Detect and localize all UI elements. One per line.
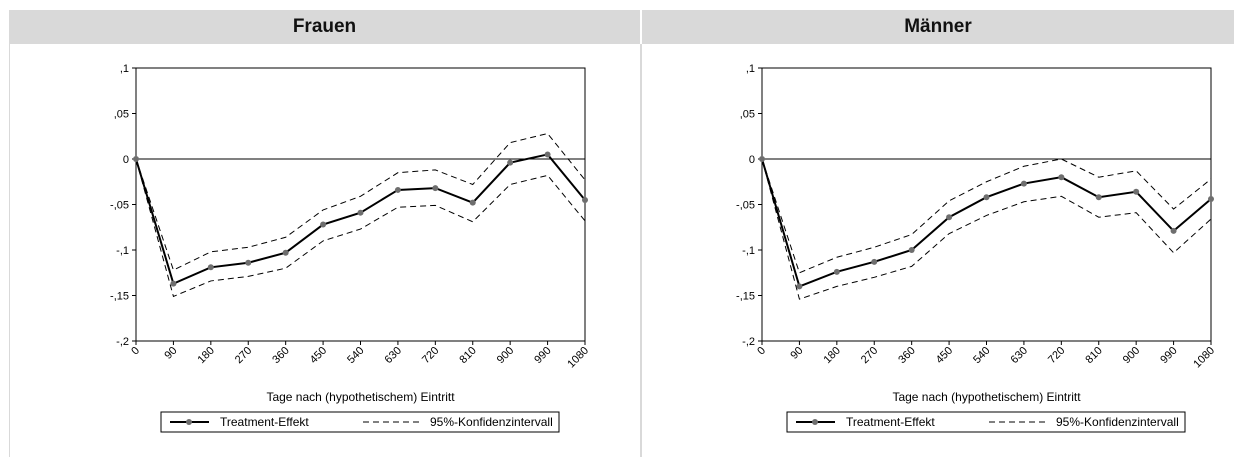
treatment-effect-point xyxy=(544,151,551,158)
x-tick-label: 810 xyxy=(1083,345,1104,366)
x-tick-label: 720 xyxy=(1046,345,1067,366)
x-tick-label: 270 xyxy=(859,345,880,366)
x-tick-label: 270 xyxy=(233,345,254,366)
legend-box xyxy=(786,411,1186,433)
treatment-effect-point xyxy=(759,156,765,162)
treatment-effect-point xyxy=(245,259,252,266)
ci-lower-line xyxy=(135,158,586,298)
treatment-effect-point xyxy=(282,249,289,256)
treatment-effect-point xyxy=(170,280,177,287)
ci-upper-line xyxy=(761,158,1212,274)
treatment-effect-point xyxy=(507,159,514,166)
x-tick-label: 180 xyxy=(821,345,842,366)
y-tick-label: ,05 xyxy=(114,109,129,121)
treatment-effect-point xyxy=(1020,180,1027,187)
ci-upper-line xyxy=(135,132,586,271)
x-tick-label: 90 xyxy=(788,345,805,362)
treatment-effect-point xyxy=(1133,188,1140,195)
treatment-effect-point xyxy=(469,199,476,206)
panel-divider-left xyxy=(9,44,10,457)
treatment-effect-point xyxy=(133,156,139,162)
y-tick-label: -,05 xyxy=(736,200,755,212)
x-tick-label: 990 xyxy=(532,345,553,366)
treatment-effect-point xyxy=(946,214,953,221)
legend-label-treatment: Treatment-Effekt xyxy=(846,415,935,429)
x-tick-label: 900 xyxy=(495,345,516,366)
chart-frauen: ,1,050-,05-,1-,15-,20 90 180 270 360 450 540 63… xyxy=(110,63,591,433)
legend-marker-treatment xyxy=(812,419,818,425)
x-tick-label: 1080 xyxy=(565,345,591,371)
y-tick-label: ,05 xyxy=(740,109,755,121)
treatment-effect-point xyxy=(582,196,588,203)
y-tick-label: -,2 xyxy=(116,336,129,348)
x-tick-label: 0 xyxy=(129,345,142,358)
x-tick-label: 450 xyxy=(934,345,955,366)
y-tick-label: 0 xyxy=(749,154,755,166)
treatment-effect-line xyxy=(761,158,1212,288)
x-tick-label: 720 xyxy=(420,345,441,366)
treatment-effect-point xyxy=(833,268,840,275)
treatment-effect-point xyxy=(432,185,439,192)
treatment-effect-point xyxy=(357,209,364,216)
panel-title-frauen: Frauen xyxy=(9,10,640,44)
panel-title-maenner: Männer xyxy=(642,10,1234,44)
chart-maenner: ,1,050-,05-,1-,15-,20 90 180 270 360 450 540 63… xyxy=(736,63,1217,433)
x-axis-label: Tage nach (hypothetischem) Eintritt xyxy=(892,390,1081,404)
treatment-effect-point xyxy=(320,221,327,228)
x-tick-label: 360 xyxy=(896,345,917,366)
x-axis-label: Tage nach (hypothetischem) Eintritt xyxy=(266,390,455,404)
x-tick-label: 1080 xyxy=(1191,345,1217,371)
legend-box xyxy=(160,411,560,433)
legend-label-treatment: Treatment-Effekt xyxy=(220,415,309,429)
legend-label-ci: 95%-Konfidenzintervall xyxy=(1056,415,1179,429)
treatment-effect-point xyxy=(908,247,915,253)
x-tick-label: 90 xyxy=(162,345,179,362)
treatment-effect-point xyxy=(796,283,803,290)
x-tick-label: 0 xyxy=(755,345,768,358)
treatment-effect-point xyxy=(207,264,214,271)
x-tick-label: 180 xyxy=(195,345,216,366)
x-tick-label: 360 xyxy=(270,345,291,366)
treatment-effect-point xyxy=(983,194,990,201)
y-tick-label: -,1 xyxy=(742,245,755,257)
treatment-effect-line xyxy=(135,153,586,286)
x-tick-label: 990 xyxy=(1158,345,1179,366)
y-tick-label: -,05 xyxy=(110,200,129,212)
treatment-effect-point xyxy=(1095,194,1102,201)
y-tick-label: -,2 xyxy=(742,336,755,348)
x-tick-label: 810 xyxy=(457,345,478,366)
treatment-effect-point xyxy=(1058,174,1065,181)
y-tick-label: ,1 xyxy=(746,63,755,75)
legend-label-ci: 95%-Konfidenzintervall xyxy=(430,415,553,429)
x-tick-label: 630 xyxy=(383,345,404,366)
x-tick-label: 540 xyxy=(345,345,366,366)
treatment-effect-point xyxy=(1208,196,1214,203)
y-tick-label: ,1 xyxy=(120,63,129,75)
treatment-effect-point xyxy=(1170,227,1177,234)
x-tick-label: 450 xyxy=(308,345,329,366)
y-tick-label: -,15 xyxy=(110,291,129,303)
y-tick-label: -,1 xyxy=(116,245,129,257)
y-tick-label: 0 xyxy=(123,154,129,166)
treatment-effect-point xyxy=(871,258,878,265)
chart-panel-maenner: ,1,05 0 -,05 -,1 -,15 -,2 0 90 180 270 360 450 540 63… xyxy=(642,44,1234,457)
chart-panel-frauen: ,1,05 0 -,05 -,1 -,15 -,2 0 90 180 270 360 450 540 63… xyxy=(10,44,640,457)
treatment-effect-point xyxy=(394,186,401,193)
ci-lower-line xyxy=(761,158,1212,300)
panel-divider-middle xyxy=(640,44,642,457)
plot-area xyxy=(761,67,1212,342)
x-tick-label: 900 xyxy=(1121,345,1142,366)
legend-marker-treatment xyxy=(186,419,192,425)
x-tick-label: 630 xyxy=(1009,345,1030,366)
x-tick-label: 540 xyxy=(971,345,992,366)
y-tick-label: -,15 xyxy=(736,291,755,303)
plot-area xyxy=(135,67,586,342)
